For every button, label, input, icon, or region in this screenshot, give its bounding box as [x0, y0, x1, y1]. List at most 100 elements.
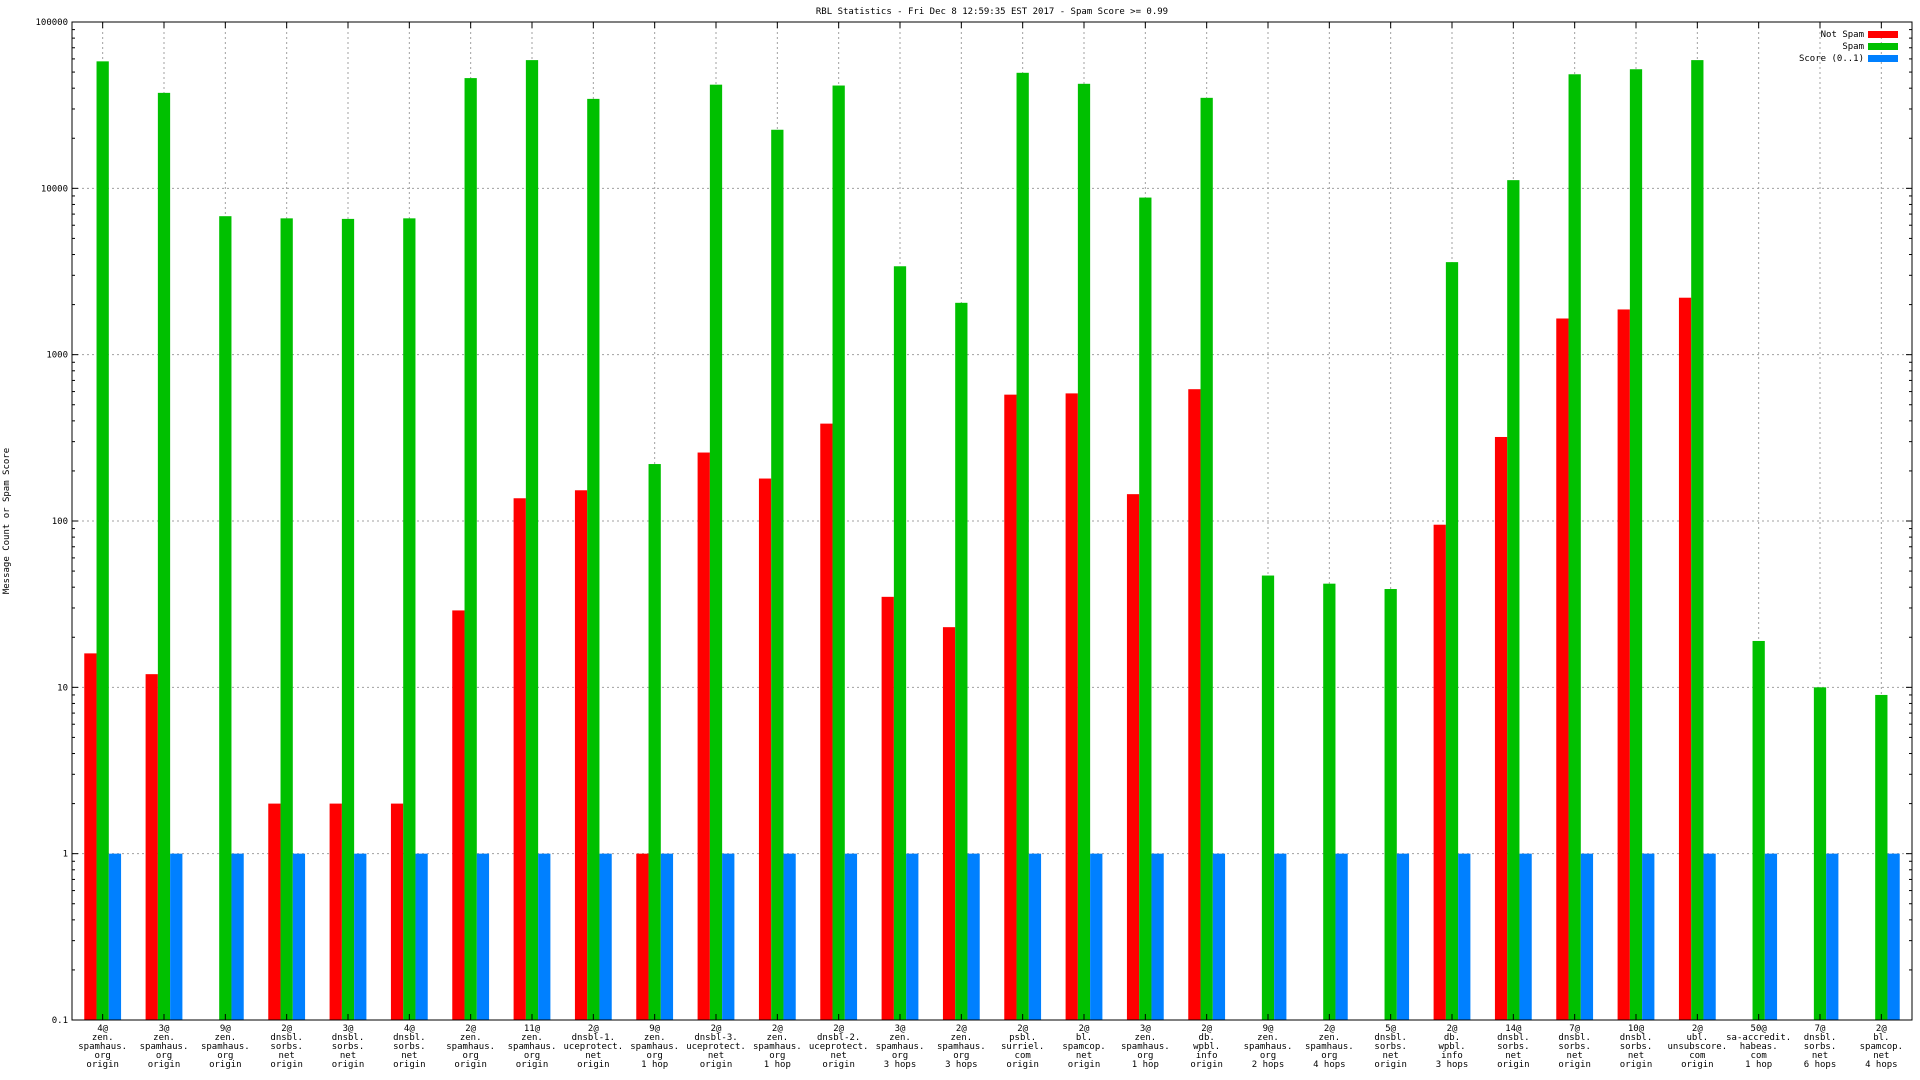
x-tick-label: dnsbl. — [1497, 1033, 1530, 1043]
spam-bar — [1691, 60, 1704, 1021]
score-bar — [1396, 853, 1410, 1020]
score-bar — [538, 853, 551, 1020]
x-tick-label: origin — [1068, 1060, 1101, 1070]
x-tick-label: zen. — [766, 1033, 788, 1043]
x-tick-label: origin — [270, 1060, 303, 1070]
x-tick-label: db. — [1199, 1033, 1215, 1043]
y-tick-label: 10 — [57, 683, 68, 693]
not-spam-bar — [513, 498, 526, 1021]
x-tick-label: 2 hops — [1252, 1060, 1285, 1070]
spam-bar — [893, 266, 907, 1020]
x-tick-label: 7@ — [1815, 1024, 1826, 1034]
x-tick-label: net — [831, 1051, 847, 1061]
not-spam-bar — [84, 653, 97, 1020]
x-tick-label: ubl. — [1686, 1033, 1708, 1043]
x-tick-label: origin — [86, 1060, 119, 1070]
x-tick-label: 3 hops — [945, 1060, 978, 1070]
x-tick-label: sorbs. — [1804, 1042, 1837, 1052]
score-bar — [599, 853, 612, 1020]
y-tick-label: 100 — [52, 517, 68, 527]
x-tick-label: dnsbl-2. — [817, 1033, 860, 1043]
spam-bar — [1629, 69, 1643, 1021]
x-tick-label: net — [585, 1051, 601, 1061]
x-tick-label: 2@ — [1692, 1024, 1703, 1034]
x-tick-label: 7@ — [1569, 1024, 1580, 1034]
spam-bar — [1813, 687, 1827, 1020]
score-bar — [722, 853, 735, 1020]
spam-bar — [587, 98, 600, 1020]
x-tick-label: zen. — [1318, 1033, 1340, 1043]
x-tick-label: zen. — [644, 1033, 666, 1043]
spam-bar — [403, 218, 416, 1021]
x-tick-label: net — [708, 1051, 724, 1061]
x-tick-label: org — [524, 1051, 540, 1061]
spam-bar — [341, 218, 355, 1020]
x-tick-label: sorbs. — [270, 1042, 303, 1052]
score-bar — [170, 853, 183, 1020]
x-tick-label: 2@ — [465, 1024, 476, 1034]
spam-bar — [955, 302, 968, 1020]
score-bar — [967, 853, 980, 1020]
score-bar — [1826, 853, 1839, 1020]
spam-bar — [709, 84, 723, 1020]
score-bar — [354, 853, 367, 1020]
not-spam-bar — [942, 627, 956, 1020]
spam-bar — [1323, 583, 1336, 1020]
x-tick-label: spamcop. — [1062, 1042, 1105, 1052]
x-tick-label: spamhaus. — [1244, 1042, 1293, 1052]
not-spam-bar — [1004, 394, 1017, 1020]
x-tick-label: surriel. — [1001, 1042, 1044, 1052]
x-tick-label: sorbs. — [332, 1042, 365, 1052]
legend-swatch-not-spam — [1868, 31, 1898, 38]
x-tick-label: 3 hops — [884, 1060, 917, 1070]
x-tick-label: com — [1689, 1051, 1705, 1061]
x-tick-label: origin — [1374, 1060, 1407, 1070]
legend-label-score: Score (0..1) — [1799, 54, 1864, 64]
not-spam-bar — [758, 478, 772, 1020]
x-tick-label: origin — [1006, 1060, 1039, 1070]
x-tick-label: uceprotect. — [686, 1042, 746, 1052]
spam-bar — [1568, 74, 1581, 1021]
x-tick-label: 2@ — [1876, 1024, 1887, 1034]
x-tick-label: net — [1628, 1051, 1644, 1061]
x-tick-label: spamhaus. — [630, 1042, 679, 1052]
score-bar — [1212, 853, 1226, 1020]
x-tick-label: uceprotect. — [809, 1042, 869, 1052]
spam-bar — [1445, 262, 1459, 1020]
x-tick-label: origin — [577, 1060, 610, 1070]
x-tick-label: 3@ — [159, 1024, 170, 1034]
x-tick-label: 9@ — [220, 1024, 231, 1034]
x-tick-label: 3 hops — [1436, 1060, 1469, 1070]
x-tick-label: org — [953, 1051, 969, 1061]
not-spam-bar — [390, 803, 404, 1020]
x-tick-label: spamhaus. — [876, 1042, 925, 1052]
y-tick-label: 0.1 — [52, 1016, 68, 1026]
x-tick-label: dnsbl. — [1374, 1033, 1407, 1043]
x-tick-label: origin — [1558, 1060, 1591, 1070]
x-tick-label: origin — [209, 1060, 242, 1070]
x-tick-label: spamhaus. — [508, 1042, 557, 1052]
spam-bar — [1507, 180, 1520, 1020]
x-tick-label: 2@ — [711, 1024, 722, 1034]
x-tick-label: origin — [516, 1060, 549, 1070]
x-tick-label: 4@ — [97, 1024, 108, 1034]
x-tick-label: origin — [1190, 1060, 1223, 1070]
x-tick-label: spamhaus. — [446, 1042, 495, 1052]
x-tick-label: net — [1812, 1051, 1828, 1061]
x-tick-label: sorbs. — [1374, 1042, 1407, 1052]
not-spam-bar — [1126, 494, 1140, 1020]
spam-bar — [1200, 97, 1213, 1021]
x-tick-label: 9@ — [1263, 1024, 1274, 1034]
x-tick-label: net — [1076, 1051, 1092, 1061]
score-bar — [231, 853, 244, 1020]
x-tick-label: sorbs. — [1497, 1042, 1530, 1052]
x-tick-label: 11@ — [524, 1024, 541, 1034]
x-tick-label: 1 hop — [641, 1060, 668, 1070]
x-tick-label: origin — [148, 1060, 181, 1070]
score-bar — [1151, 853, 1164, 1020]
score-bar — [292, 853, 306, 1020]
x-tick-label: 3@ — [895, 1024, 906, 1034]
y-tick-label: 100000 — [35, 18, 68, 28]
x-tick-label: habeas. — [1740, 1042, 1778, 1052]
